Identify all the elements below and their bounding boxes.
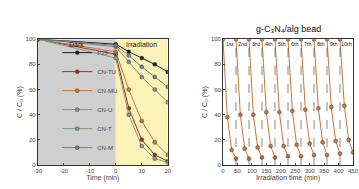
svg-text:350: 350 — [319, 168, 330, 174]
svg-text:80: 80 — [29, 61, 36, 67]
svg-text:Irradiation time (min): Irradiation time (min) — [256, 174, 320, 182]
svg-text:CN-T: CN-T — [97, 126, 112, 132]
svg-text:80: 80 — [214, 61, 221, 67]
svg-text:10: 10 — [138, 168, 145, 174]
svg-text:200: 200 — [276, 168, 287, 174]
svg-text:60: 60 — [29, 87, 36, 93]
svg-text:C / C₀ (%): C / C₀ (%) — [16, 86, 24, 118]
svg-text:10th: 10th — [341, 41, 352, 47]
svg-text:7th: 7th — [304, 41, 312, 47]
svg-text:0: 0 — [114, 168, 118, 174]
svg-text:6th: 6th — [291, 41, 299, 47]
svg-text:0: 0 — [32, 162, 36, 168]
svg-text:1st: 1st — [226, 41, 234, 47]
svg-text:100: 100 — [247, 168, 258, 174]
svg-text:450: 450 — [348, 168, 359, 174]
svg-text:8th: 8th — [317, 41, 325, 47]
svg-text:CN-M: CN-M — [97, 145, 113, 151]
svg-text:150: 150 — [261, 168, 272, 174]
svg-text:-20: -20 — [59, 168, 68, 174]
svg-text:20: 20 — [29, 137, 36, 143]
svg-text:2nd: 2nd — [238, 41, 247, 47]
svg-text:4th: 4th — [265, 41, 273, 47]
svg-text:CN-MU: CN-MU — [97, 88, 117, 94]
svg-text:Time (min): Time (min) — [86, 174, 119, 182]
svg-text:0: 0 — [218, 162, 222, 168]
svg-text:CN-U: CN-U — [97, 107, 112, 113]
svg-text:60: 60 — [214, 87, 221, 93]
svg-text:5th: 5th — [278, 41, 286, 47]
svg-text:100: 100 — [26, 36, 37, 42]
svg-text:Irradiation: Irradiation — [126, 41, 157, 48]
svg-text:100: 100 — [211, 36, 222, 42]
svg-text:g-C₃N₄/alg bead: g-C₃N₄/alg bead — [256, 24, 321, 34]
svg-text:300: 300 — [305, 168, 316, 174]
svg-text:40: 40 — [214, 112, 221, 118]
svg-text:Dark: Dark — [69, 41, 84, 48]
svg-text:P25: P25 — [97, 50, 108, 56]
svg-text:-10: -10 — [85, 168, 94, 174]
svg-text:50: 50 — [234, 168, 241, 174]
svg-text:250: 250 — [290, 168, 301, 174]
svg-text:-30: -30 — [33, 168, 42, 174]
svg-text:CN-TU: CN-TU — [97, 69, 116, 75]
svg-text:40: 40 — [29, 112, 36, 118]
svg-text:20: 20 — [214, 137, 221, 143]
svg-text:20: 20 — [164, 168, 171, 174]
svg-text:9th: 9th — [330, 41, 338, 47]
svg-text:3rd: 3rd — [252, 41, 260, 47]
svg-text:400: 400 — [334, 168, 345, 174]
svg-text:C / C₀ (%): C / C₀ (%) — [201, 86, 209, 118]
svg-text:0: 0 — [221, 168, 225, 174]
